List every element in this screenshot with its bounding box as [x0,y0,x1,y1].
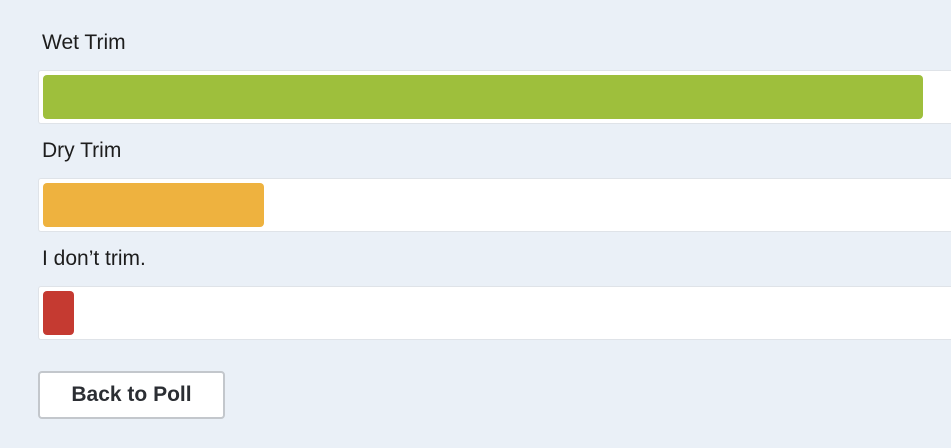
poll-option-dry-trim: Dry Trim [38,136,951,232]
result-track [38,178,951,232]
result-track [38,70,951,124]
poll-option-wet-trim: Wet Trim [38,28,951,124]
result-bar [43,291,74,335]
result-bar [43,75,923,119]
option-label: Wet Trim [42,31,126,54]
option-label: I don’t trim. [42,247,146,270]
result-bar [43,183,264,227]
result-track [38,286,951,340]
back-to-poll-button[interactable]: Back to Poll [38,371,225,419]
option-label: Dry Trim [42,139,122,162]
poll-option-no-trim: I don’t trim. [38,244,951,340]
